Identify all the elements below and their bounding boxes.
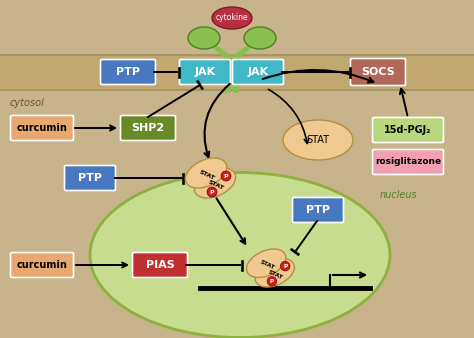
Text: STAT: STAT <box>307 135 329 145</box>
FancyBboxPatch shape <box>133 252 188 277</box>
Text: cytokine: cytokine <box>216 14 248 23</box>
Ellipse shape <box>188 27 220 49</box>
Text: STAT: STAT <box>267 269 284 280</box>
Text: P: P <box>224 173 228 178</box>
Ellipse shape <box>283 120 353 160</box>
FancyBboxPatch shape <box>10 116 73 141</box>
Text: SHP2: SHP2 <box>131 123 164 133</box>
Text: STAT: STAT <box>207 179 225 191</box>
FancyBboxPatch shape <box>350 58 405 86</box>
FancyBboxPatch shape <box>233 59 283 84</box>
Text: JAK: JAK <box>194 67 216 77</box>
Ellipse shape <box>212 7 252 29</box>
Ellipse shape <box>194 168 236 198</box>
FancyBboxPatch shape <box>100 59 155 84</box>
Text: curcumin: curcumin <box>17 123 67 133</box>
Text: PIAS: PIAS <box>146 260 174 270</box>
Text: PTP: PTP <box>78 173 102 183</box>
Text: rosiglitazone: rosiglitazone <box>375 158 441 167</box>
Ellipse shape <box>246 249 286 277</box>
FancyBboxPatch shape <box>292 197 344 222</box>
Ellipse shape <box>90 172 390 338</box>
FancyBboxPatch shape <box>120 116 175 141</box>
Text: nucleus: nucleus <box>380 190 418 200</box>
Ellipse shape <box>281 261 290 271</box>
Text: curcumin: curcumin <box>17 260 67 270</box>
Text: P: P <box>270 279 274 284</box>
Text: PTP: PTP <box>116 67 140 77</box>
Text: SOCS: SOCS <box>361 67 395 77</box>
Ellipse shape <box>267 276 277 286</box>
FancyBboxPatch shape <box>373 118 444 143</box>
Ellipse shape <box>221 171 231 181</box>
Text: cytosol: cytosol <box>10 98 45 108</box>
Text: STAT: STAT <box>259 260 275 271</box>
Text: P: P <box>210 190 214 194</box>
FancyBboxPatch shape <box>10 252 73 277</box>
FancyBboxPatch shape <box>64 166 116 191</box>
Text: STAT: STAT <box>198 169 216 181</box>
Ellipse shape <box>255 259 294 287</box>
Ellipse shape <box>185 158 227 188</box>
FancyBboxPatch shape <box>180 59 230 84</box>
Ellipse shape <box>244 27 276 49</box>
Text: 15d-PGJ₂: 15d-PGJ₂ <box>384 125 432 135</box>
Ellipse shape <box>207 187 217 197</box>
FancyBboxPatch shape <box>373 149 444 174</box>
Text: PTP: PTP <box>306 205 330 215</box>
Text: P: P <box>283 264 287 269</box>
Text: JAK: JAK <box>247 67 269 77</box>
Bar <box>0 55 474 90</box>
